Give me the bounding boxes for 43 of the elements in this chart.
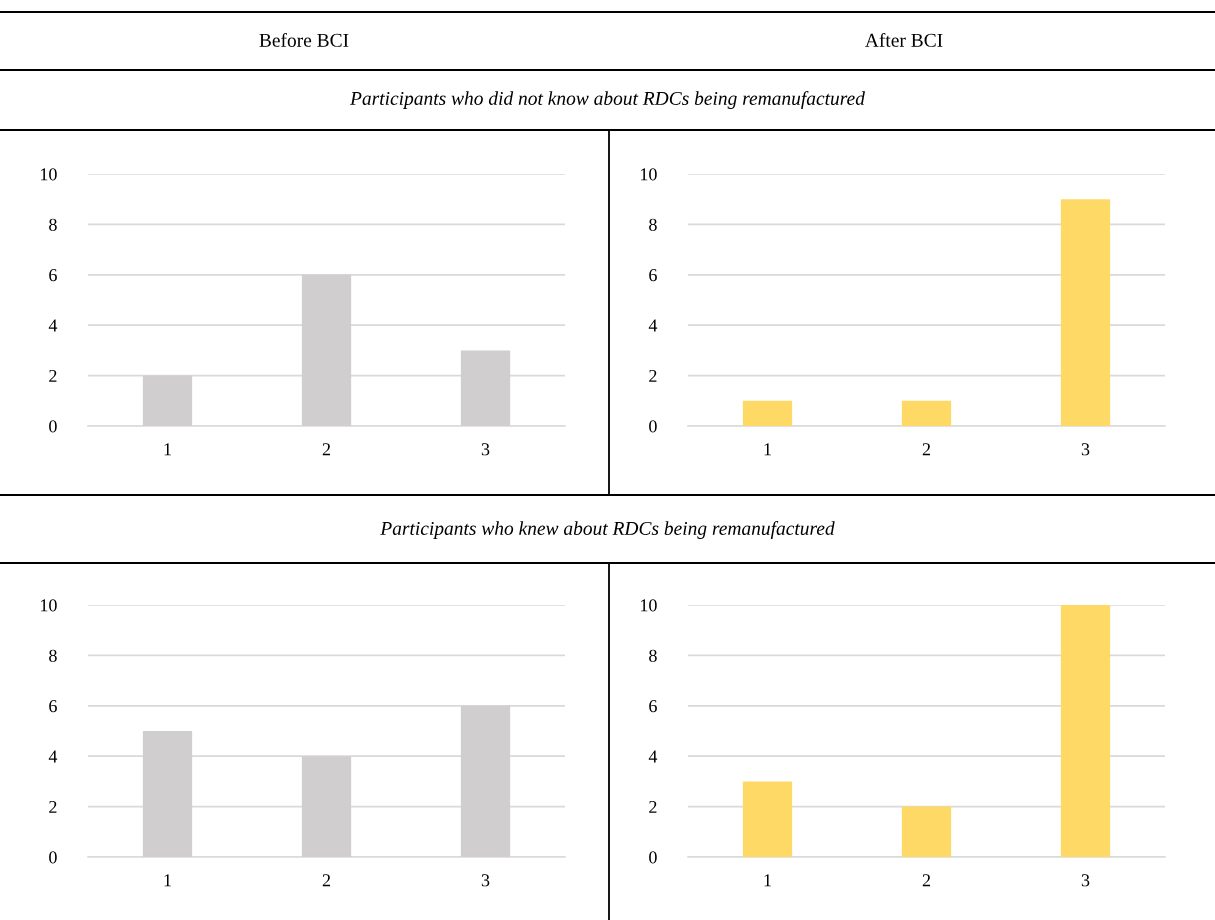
y-tick-label: 4 <box>48 750 58 763</box>
bar <box>1060 605 1111 857</box>
y-tick-label: 6 <box>49 700 57 713</box>
y-tick-label: 2 <box>649 369 657 382</box>
y-tick-label: 2 <box>49 369 57 382</box>
x-tick-label: 2 <box>322 443 331 456</box>
y-tick-label: 2 <box>49 800 57 813</box>
y-tick-label: 6 <box>649 269 657 282</box>
x-tick-label: 1 <box>764 874 771 887</box>
y-tick-label: 0 <box>49 420 57 433</box>
x-tick-label: 2 <box>322 874 331 887</box>
x-tick-label: 2 <box>922 443 931 456</box>
text: After BCI <box>865 32 943 47</box>
y-tick-label: 4 <box>648 750 658 763</box>
y-tick-label: 10 <box>640 168 657 181</box>
y-tick-label: 8 <box>49 649 57 662</box>
y-tick-label: 6 <box>649 700 657 713</box>
y-tick-label: 2 <box>649 800 657 813</box>
bar <box>901 806 952 857</box>
x-tick-label: 3 <box>481 443 490 456</box>
bar <box>742 781 793 857</box>
x-tick-label: 2 <box>922 874 931 887</box>
text: Participants who knew about RDCs being remanufactured <box>380 521 835 539</box>
y-tick-label: 8 <box>49 218 57 231</box>
x-tick-label: 1 <box>764 443 771 456</box>
y-tick-label: 8 <box>649 218 657 231</box>
text: Participants who did not know about RDCs being remanufactured <box>349 91 865 109</box>
x-tick-label: 3 <box>481 874 490 887</box>
y-tick-label: 8 <box>649 649 657 662</box>
y-tick-label: 0 <box>649 420 657 433</box>
y-tick-label: 4 <box>648 319 658 332</box>
text: Before BCI <box>259 32 349 47</box>
y-tick-label: 4 <box>48 319 58 332</box>
y-tick-label: 0 <box>49 851 57 864</box>
y-tick-label: 0 <box>649 851 657 864</box>
y-tick-label: 6 <box>49 269 57 282</box>
x-tick-label: 3 <box>1081 443 1090 456</box>
y-tick-label: 10 <box>40 599 57 612</box>
y-tick-label: 10 <box>40 168 57 181</box>
x-tick-label: 1 <box>164 443 171 456</box>
x-tick-label: 3 <box>1081 874 1090 887</box>
x-tick-label: 1 <box>164 874 171 887</box>
y-tick-label: 10 <box>640 599 657 612</box>
